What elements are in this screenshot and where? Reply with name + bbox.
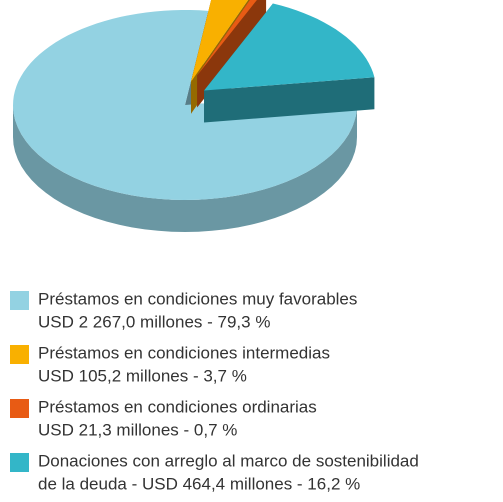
pie-slice: [13, 10, 357, 200]
legend-value: de la deuda - USD 464,4 millones - 16,2 …: [38, 474, 360, 493]
legend-value: USD 105,2 millones - 3,7 %: [38, 366, 247, 385]
legend-swatch: [10, 345, 29, 364]
legend-label: Préstamos en condiciones muy favorables: [38, 289, 357, 308]
legend-label: Donaciones con arreglo al marco de soste…: [38, 451, 419, 470]
legend-swatch: [10, 291, 29, 310]
legend-swatch: [10, 399, 29, 418]
pie-slice: [197, 0, 257, 76]
pie-slice: [191, 0, 249, 82]
legend-swatch: [10, 453, 29, 472]
slice-wall: [13, 105, 357, 232]
slice-side: [204, 77, 375, 123]
legend-value: USD 21,3 millones - 0,7 %: [38, 420, 237, 439]
legend-value: USD 2 267,0 millones - 79,3 %: [38, 312, 270, 331]
legend-label: Préstamos en condiciones ordinarias: [38, 397, 317, 416]
pie-slice: [204, 3, 375, 91]
legend-label: Préstamos en condiciones intermedias: [38, 343, 330, 362]
